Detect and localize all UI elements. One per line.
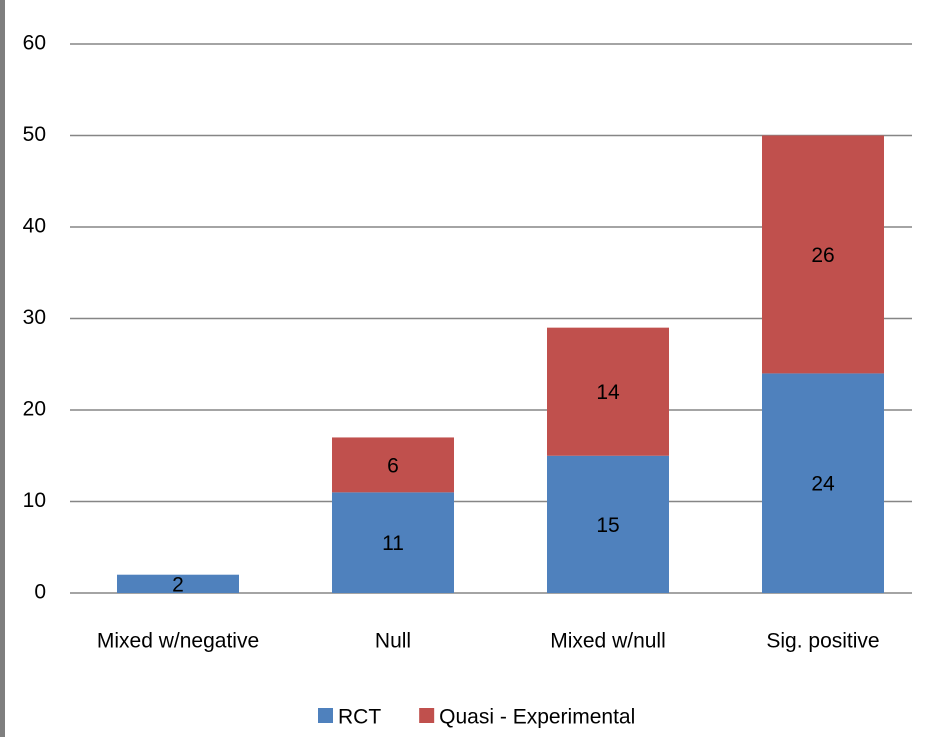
bar-segment (547, 455, 669, 593)
bar-segment (332, 437, 454, 493)
data-label: 2 (172, 573, 184, 596)
data-label: 6 (387, 454, 399, 477)
legend-label: Quasi - Experimental (439, 706, 635, 729)
bar-segment (117, 574, 239, 593)
y-tick-label: 20 (23, 398, 46, 421)
data-label: 24 (811, 473, 835, 496)
bar-segment (332, 492, 454, 593)
legend-swatch (318, 708, 333, 723)
y-tick-label: 50 (23, 123, 46, 146)
legend-swatch (419, 708, 435, 723)
x-tick-label: Null (375, 630, 411, 653)
x-tick-label: Mixed w/negative (97, 630, 259, 653)
data-label: 15 (596, 514, 619, 537)
data-label: 14 (596, 381, 620, 404)
bar-segment (762, 135, 884, 374)
y-tick-label: 60 (23, 32, 46, 55)
y-tick-label: 30 (23, 306, 46, 329)
bar-segment (762, 373, 884, 593)
bar-segment (547, 327, 669, 456)
left-border (0, 0, 5, 737)
y-tick-label: 10 (23, 489, 46, 512)
y-tick-label: 0 (34, 581, 46, 604)
legend-label: RCT (338, 706, 381, 729)
y-tick-label: 40 (23, 215, 46, 238)
data-label: 26 (811, 244, 834, 267)
x-tick-label: Mixed w/null (550, 630, 666, 653)
data-label: 11 (382, 532, 404, 555)
x-tick-label: Sig. positive (766, 630, 879, 653)
